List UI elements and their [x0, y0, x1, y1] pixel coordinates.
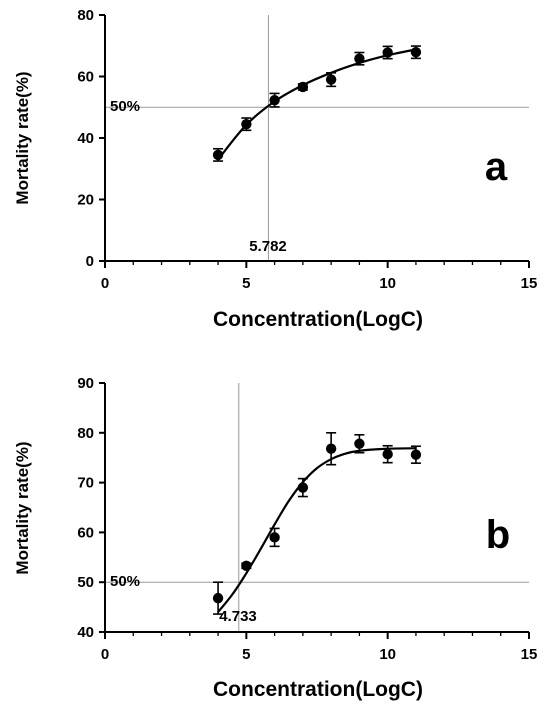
x-tick-label-a: 0 [101, 275, 109, 292]
data-point-b [354, 438, 365, 449]
y-tick-label-a: 20 [77, 192, 94, 209]
data-point-a [325, 74, 337, 85]
data-point-b [297, 482, 309, 493]
reference-label-x-a: 5.782 [249, 238, 287, 255]
reference-label-50-a: 50% [110, 98, 140, 115]
data-point-a [382, 47, 393, 58]
y-tick-label-b: 90 [77, 375, 94, 392]
x-axis-title-a: Concentration(LogC) [213, 308, 423, 331]
y-tick-label-a: 0 [86, 253, 94, 270]
data-point-b [269, 532, 280, 543]
x-axis-title-b: Concentration(LogC) [213, 678, 423, 701]
y-tick-label-b: 60 [77, 524, 94, 541]
x-tick-label-b: 10 [379, 646, 396, 663]
y-tick-label-a: 60 [77, 69, 94, 86]
fit-curve-b [217, 447, 416, 613]
x-tick-label-a: 15 [521, 275, 538, 292]
data-point-b [382, 449, 393, 460]
reference-label-x-b: 4.733 [219, 608, 257, 625]
data-point-b [410, 449, 422, 460]
y-tick-label-b: 70 [77, 475, 94, 492]
plot-area-b: 40 50 60 70 80 90 0 5 10 15 50% 4.733 [77, 375, 537, 663]
panel-letter-a: a [485, 145, 508, 189]
panel-b: 40 50 60 70 80 90 0 5 10 15 50% 4.733 Mortality rat… [13, 375, 537, 701]
panel-letter-b: b [486, 513, 510, 557]
y-axis-title-a: Mortality rate(%) [13, 71, 32, 204]
x-tick-label-a: 10 [379, 275, 396, 292]
y-tick-label-a: 80 [77, 7, 94, 24]
data-point-a [354, 53, 365, 64]
x-tick-label-b: 5 [242, 646, 250, 663]
reference-label-50-b: 50% [110, 573, 140, 590]
fit-curve-a [217, 48, 417, 161]
x-tick-label-b: 0 [101, 646, 109, 663]
y-tick-label-b: 80 [77, 425, 94, 442]
y-axis-title-b: Mortality rate(%) [13, 441, 32, 574]
data-point-a [241, 118, 252, 130]
plot-area-a: 0 20 40 60 80 0 5 10 15 50% 5.782 [77, 7, 537, 292]
data-point-a [410, 47, 422, 58]
data-point-a [212, 149, 224, 161]
data-point-b [241, 560, 252, 571]
y-tick-label-b: 40 [77, 624, 94, 641]
x-tick-label-a: 5 [242, 275, 250, 292]
data-point-a [297, 81, 309, 93]
y-tick-label-b: 50 [77, 574, 94, 591]
data-point-a [269, 94, 280, 106]
data-point-b [325, 443, 337, 454]
data-point-b [212, 592, 224, 604]
x-tick-label-b: 15 [521, 646, 538, 663]
panel-a: 0 20 40 60 80 0 5 10 15 50% 5.782 Mortality rate(%… [13, 7, 537, 331]
y-tick-label-a: 40 [77, 130, 94, 147]
